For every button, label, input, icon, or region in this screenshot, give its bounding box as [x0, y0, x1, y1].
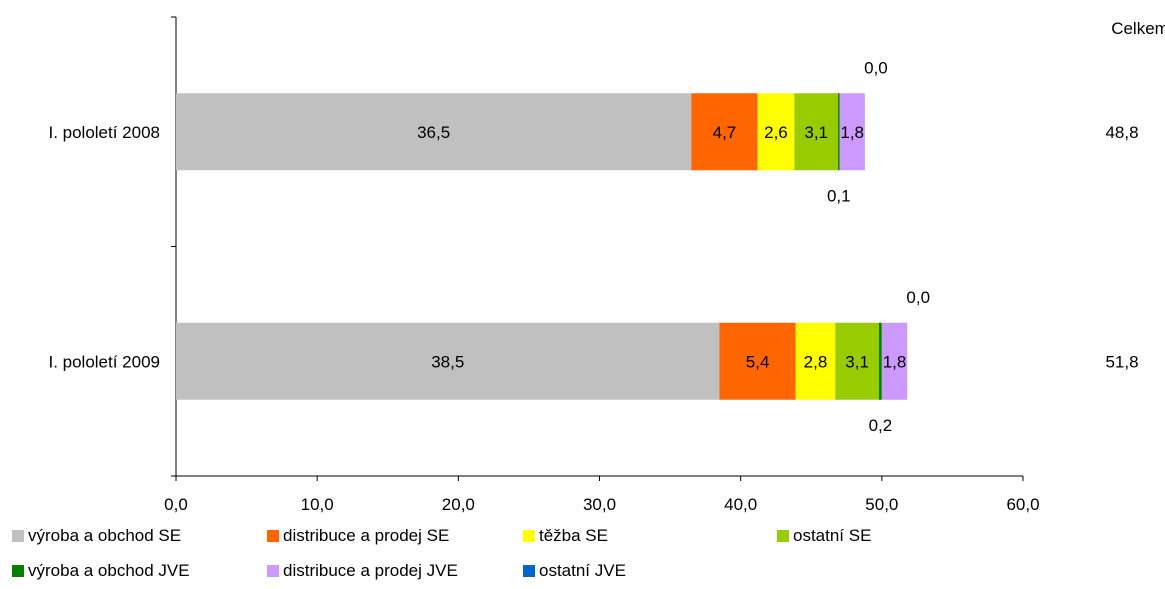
- data-label: 3,1: [845, 352, 869, 371]
- total-label: 51,8: [1105, 352, 1138, 371]
- data-label: 0,0: [906, 288, 930, 307]
- data-label: 5,4: [746, 352, 770, 371]
- data-label: 1,8: [840, 123, 864, 142]
- data-label: 2,6: [764, 123, 788, 142]
- legend-label: ostatní SE: [793, 526, 872, 545]
- bar-segment: [881, 322, 908, 400]
- legend-swatch: [267, 565, 279, 577]
- legend-swatch: [267, 530, 279, 542]
- bar-segment: [879, 322, 882, 400]
- data-label: 2,8: [804, 352, 828, 371]
- legend-swatch: [12, 565, 24, 577]
- legend-swatch: [777, 530, 789, 542]
- data-label: 36,5: [417, 123, 450, 142]
- x-tick-label: 10,0: [301, 495, 334, 514]
- legend-swatch: [12, 530, 24, 542]
- legend-swatch: [523, 565, 535, 577]
- legend-label: výroba a obchod SE: [28, 526, 182, 545]
- category-label: I. pololetí 2009: [48, 352, 160, 371]
- legend-item: ostatní JVE: [523, 561, 626, 581]
- bar-segment: [176, 93, 692, 171]
- data-label: 3,1: [804, 123, 828, 142]
- chart-axes: 0,0 10,0 20,0 30,0 40,0 50,0 60,0: [164, 16, 1040, 514]
- legend-swatch: [523, 530, 535, 542]
- bar-segment: [835, 322, 880, 400]
- data-label: 1,8: [883, 352, 907, 371]
- legend-item: distribuce a prodej JVE: [267, 561, 458, 581]
- legend-label: distribuce a prodej JVE: [283, 561, 458, 580]
- bar-segment: [838, 93, 841, 171]
- bar-segment: [691, 93, 758, 171]
- bar-segment: [757, 93, 795, 171]
- data-label: 0,0: [864, 58, 888, 77]
- x-tick-label: 0,0: [164, 495, 188, 514]
- category-label: I. pololetí 2008: [48, 123, 160, 142]
- bar-segment: [794, 93, 839, 171]
- legend-label: výroba a obchod JVE: [28, 561, 190, 580]
- legend-item: distribuce a prodej SE: [267, 526, 449, 546]
- x-tick-label: 60,0: [1006, 495, 1039, 514]
- x-tick-label: 20,0: [442, 495, 475, 514]
- bar-segment: [795, 322, 836, 400]
- chart-labels: Celkem I. pololetí 2008 36,5 4,7 2,6 3,1 0,1 1,…: [48, 19, 1165, 435]
- x-tick-label: 30,0: [583, 495, 616, 514]
- data-label: 0,1: [827, 186, 851, 205]
- x-tick-label: 40,0: [724, 495, 757, 514]
- bar-segment: [719, 322, 796, 400]
- data-label: 4,7: [713, 123, 737, 142]
- legend-item: výroba a obchod SE: [12, 526, 181, 546]
- legend-item: těžba SE: [523, 526, 608, 546]
- chart-bars: [176, 93, 908, 400]
- legend-label: distribuce a prodej SE: [283, 526, 450, 545]
- legend-item: výroba a obchod JVE: [12, 561, 190, 581]
- legend-label: těžba SE: [539, 526, 608, 545]
- legend-label: ostatní JVE: [539, 561, 626, 580]
- legend-item: ostatní SE: [777, 526, 871, 546]
- data-label: 38,5: [431, 352, 464, 371]
- total-label: 48,8: [1105, 123, 1138, 142]
- data-label: 0,2: [869, 416, 893, 435]
- bar-segment: [176, 322, 720, 400]
- x-tick-label: 50,0: [865, 495, 898, 514]
- bar-segment: [839, 93, 865, 171]
- totals-header: Celkem: [1111, 19, 1165, 38]
